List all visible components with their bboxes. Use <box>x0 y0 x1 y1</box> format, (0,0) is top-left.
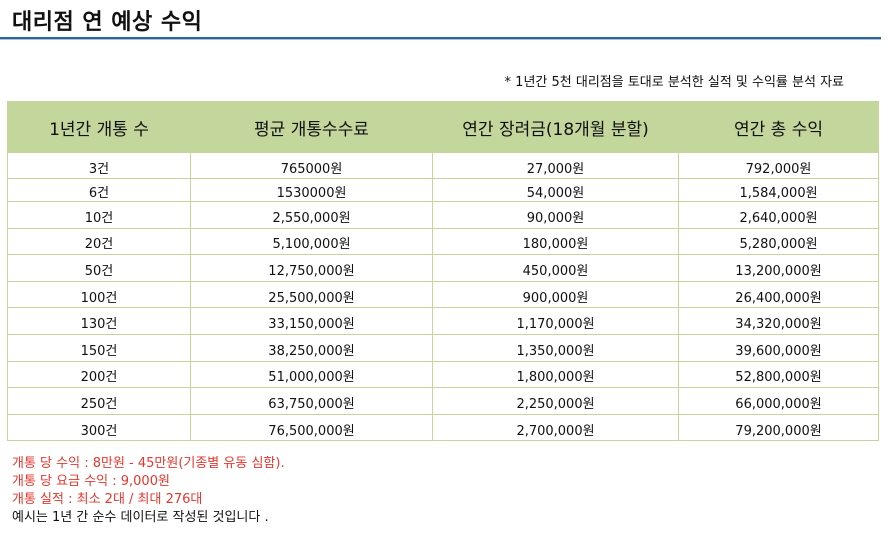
cell-activations: 3건 <box>7 152 191 179</box>
cell-incentive: 1,170,000원 <box>432 307 679 335</box>
cell-total: 5,280,000원 <box>678 227 879 256</box>
cell-avg-fee: 1530000원 <box>190 178 433 202</box>
table-row: 250건 63,750,000원 2,250,000원 66,000,000원 <box>7 387 879 415</box>
cell-avg-fee: 2,550,000원 <box>190 201 433 229</box>
title-divider <box>0 37 881 39</box>
cell-avg-fee: 33,150,000원 <box>190 307 433 335</box>
cell-total: 52,800,000원 <box>678 360 879 389</box>
cell-avg-fee: 765000원 <box>190 152 433 179</box>
table-row: 200건 51,000,000원 1,800,000원 52,800,000원 <box>7 360 879 389</box>
cell-activations: 300건 <box>7 413 191 442</box>
table-row: 130건 33,150,000원 1,170,000원 34,320,000원 <box>7 307 879 335</box>
title-divider-shadow <box>0 39 881 40</box>
cell-incentive: 90,000원 <box>432 201 679 229</box>
cell-activations: 6건 <box>7 178 191 202</box>
footer-line-plan-revenue: 개통 당 요금 수익 : 9,000원 <box>12 474 170 489</box>
cell-incentive: 54,000원 <box>432 178 679 202</box>
table-row: 100건 25,500,000원 900,000원 26,400,000원 <box>7 280 879 309</box>
cell-activations: 20건 <box>7 227 191 256</box>
cell-total: 66,000,000원 <box>678 387 879 415</box>
footer-line-disclaimer: 예시는 1년 간 순수 데이터로 작성된 것입니다 . <box>12 510 269 525</box>
table-row: 6건 1530000원 54,000원 1,584,000원 <box>7 178 879 202</box>
cell-avg-fee: 5,100,000원 <box>190 227 433 256</box>
cell-incentive: 2,250,000원 <box>432 387 679 415</box>
table-row: 50건 12,750,000원 450,000원 13,200,000원 <box>7 254 879 282</box>
cell-avg-fee: 25,500,000원 <box>190 280 433 309</box>
cell-total: 13,200,000원 <box>678 254 879 282</box>
cell-activations: 200건 <box>7 360 191 389</box>
cell-activations: 130건 <box>7 307 191 335</box>
cell-incentive: 450,000원 <box>432 254 679 282</box>
cell-avg-fee: 63,750,000원 <box>190 387 433 415</box>
cell-avg-fee: 38,250,000원 <box>190 333 433 362</box>
cell-incentive: 1,800,000원 <box>432 360 679 389</box>
footer-notes: 개통 당 수익 : 8만원 - 45만원(기종별 유동 심함). 개통 당 요금… <box>12 455 285 527</box>
cell-avg-fee: 76,500,000원 <box>190 413 433 442</box>
cell-incentive: 900,000원 <box>432 280 679 309</box>
table-row: 3건 765000원 27,000원 792,000원 <box>7 152 879 179</box>
source-note: * 1년간 5천 대리점을 토대로 분석한 실적 및 수익률 분석 자료 <box>504 75 844 90</box>
page-title: 대리점 연 예상 수익 <box>12 10 203 35</box>
header-annual-total: 연간 총 수익 <box>678 101 879 153</box>
table-row: 20건 5,100,000원 180,000원 5,280,000원 <box>7 227 879 256</box>
cell-total: 34,320,000원 <box>678 307 879 335</box>
table-row: 150건 38,250,000원 1,350,000원 39,600,000원 <box>7 333 879 362</box>
cell-incentive: 27,000원 <box>432 152 679 179</box>
cell-activations: 250건 <box>7 387 191 415</box>
revenue-table: 1년간 개통 수 평균 개통수수료 연간 장려금(18개월 분할) 연간 총 수… <box>7 101 879 442</box>
footer-line-performance: 개통 실적 : 최소 2대 / 최대 276대 <box>12 492 203 507</box>
cell-total: 792,000원 <box>678 152 879 179</box>
cell-activations: 10건 <box>7 201 191 229</box>
cell-incentive: 180,000원 <box>432 227 679 256</box>
cell-total: 1,584,000원 <box>678 178 879 202</box>
table-header-row: 1년간 개통 수 평균 개통수수료 연간 장려금(18개월 분할) 연간 총 수… <box>7 101 879 153</box>
cell-incentive: 2,700,000원 <box>432 413 679 442</box>
cell-activations: 100건 <box>7 280 191 309</box>
cell-activations: 150건 <box>7 333 191 362</box>
header-annual-incentive: 연간 장려금(18개월 분할) <box>432 101 679 153</box>
cell-total: 26,400,000원 <box>678 280 879 309</box>
cell-avg-fee: 12,750,000원 <box>190 254 433 282</box>
header-avg-fee: 평균 개통수수료 <box>190 101 433 153</box>
header-activations: 1년간 개통 수 <box>7 101 191 153</box>
table-row: 10건 2,550,000원 90,000원 2,640,000원 <box>7 201 879 229</box>
cell-avg-fee: 51,000,000원 <box>190 360 433 389</box>
cell-incentive: 1,350,000원 <box>432 333 679 362</box>
table-row: 300건 76,500,000원 2,700,000원 79,200,000원 <box>7 413 879 442</box>
cell-activations: 50건 <box>7 254 191 282</box>
cell-total: 2,640,000원 <box>678 201 879 229</box>
cell-total: 39,600,000원 <box>678 333 879 362</box>
cell-total: 79,200,000원 <box>678 413 879 442</box>
footer-line-profit: 개통 당 수익 : 8만원 - 45만원(기종별 유동 심함). <box>12 456 285 471</box>
